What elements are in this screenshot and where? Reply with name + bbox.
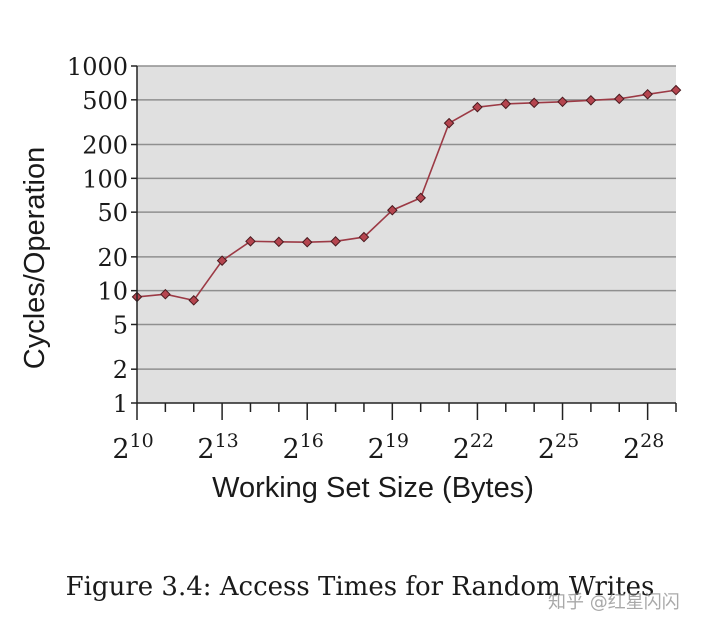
data-point <box>500 98 512 110</box>
y-axis-label: Cycles/Operation <box>19 147 51 369</box>
y-tick-label: 1000 <box>67 53 128 81</box>
y-tick-label: 5 <box>113 311 128 339</box>
y-axis-ticks: 1 2 5 10 20 50 100 200 500 1000 <box>67 53 137 418</box>
data-point <box>528 97 540 109</box>
figure-caption: Figure 3.4: Access Times for Random Writ… <box>65 572 655 602</box>
y-tick-label: 500 <box>82 87 128 115</box>
data-point <box>670 84 682 96</box>
x-axis-ticks: 210 213 216 219 222 225 228 <box>112 403 677 465</box>
data-point <box>358 231 370 243</box>
data-point <box>415 192 426 204</box>
data-point <box>245 236 256 247</box>
x-tick-label: 225 <box>538 430 579 465</box>
x-tick-label: 216 <box>283 430 324 465</box>
y-tick-label: 50 <box>97 199 128 227</box>
y-tick-label: 200 <box>82 132 128 160</box>
data-point <box>160 288 171 300</box>
data-point <box>330 236 341 247</box>
data-point <box>443 117 455 129</box>
data-markers <box>131 84 682 306</box>
data-point <box>585 94 597 106</box>
data-point <box>557 96 568 108</box>
data-point <box>472 101 483 113</box>
x-tick-label: 228 <box>623 430 664 465</box>
y-tick-label: 10 <box>97 278 128 306</box>
plot-area <box>137 66 676 403</box>
x-tick-label: 219 <box>368 430 409 465</box>
data-point <box>273 236 285 248</box>
data-point <box>188 295 200 306</box>
x-axis-label: Working Set Size (Bytes) <box>212 472 534 504</box>
y-tick-label: 2 <box>113 356 128 384</box>
watermark: 知乎 @红星闪闪 <box>548 592 680 613</box>
y-tick-label: 1 <box>113 390 128 418</box>
data-point <box>387 204 398 216</box>
data-point <box>642 88 653 100</box>
y-tick-label: 100 <box>82 165 128 193</box>
y-tick-label: 20 <box>97 244 128 272</box>
x-tick-label: 213 <box>197 430 238 465</box>
data-point <box>216 255 228 266</box>
data-point <box>301 236 313 248</box>
x-tick-label: 222 <box>453 430 494 465</box>
x-tick-label: 210 <box>112 430 153 465</box>
data-point <box>613 93 625 105</box>
chart: 1 2 5 10 20 50 100 200 500 1000 210 213 216 219 222 22… <box>19 53 682 504</box>
